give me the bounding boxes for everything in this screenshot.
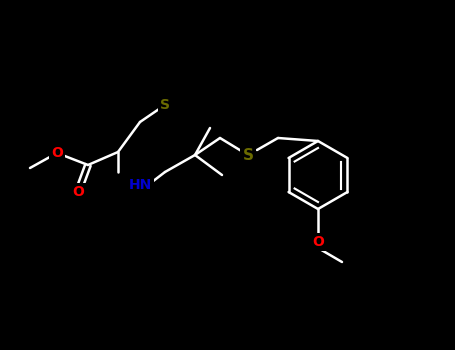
Text: HN: HN	[128, 178, 152, 192]
Text: O: O	[51, 146, 63, 160]
Text: S: S	[160, 98, 170, 112]
Text: S: S	[243, 147, 253, 162]
Text: O: O	[72, 185, 84, 199]
Text: O: O	[312, 235, 324, 249]
